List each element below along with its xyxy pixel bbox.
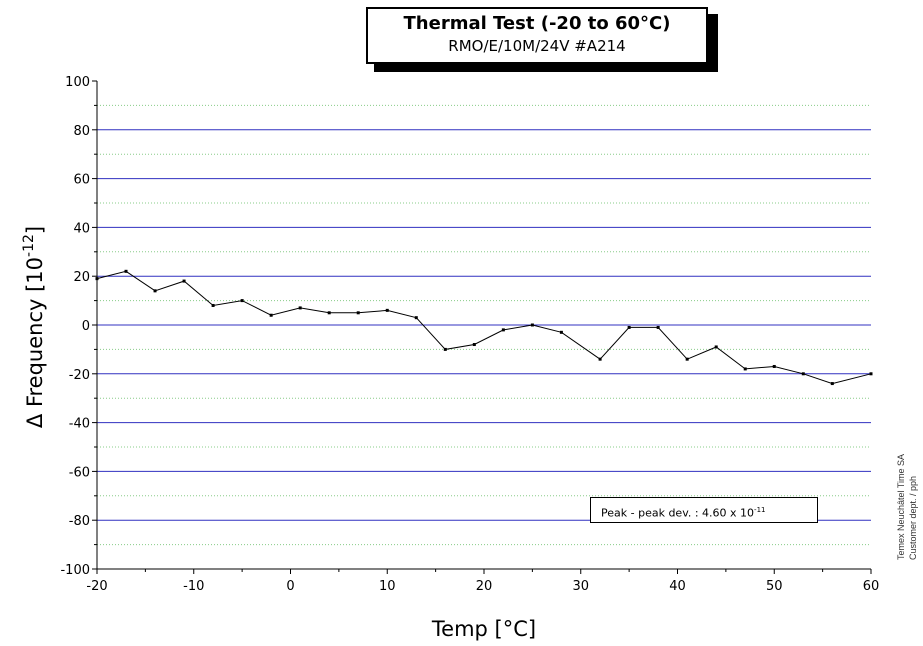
data-point: [414, 316, 418, 320]
grid-lines: [97, 104, 871, 546]
data-point: [124, 269, 128, 273]
data-series: [95, 269, 873, 386]
y-tick-label: -100: [60, 563, 90, 578]
data-point: [743, 367, 747, 371]
chart-title-box: Thermal Test (-20 to 60°C) RMO/E/10M/24V…: [366, 7, 708, 64]
data-point: [772, 364, 776, 368]
y-axis-title: Δ Frequency [10-12]: [21, 226, 47, 428]
data-point: [869, 372, 873, 376]
y-axis-title-prefix: Δ Frequency [10: [23, 257, 47, 428]
side-note-dept: Customer dept. / pph: [908, 476, 918, 560]
data-point: [830, 382, 834, 386]
y-tick-label: -40: [69, 417, 90, 432]
y-tick-label: -60: [69, 465, 90, 480]
data-point: [95, 277, 99, 281]
data-point: [598, 357, 602, 361]
data-point: [559, 330, 563, 334]
data-point: [298, 306, 302, 310]
data-point: [356, 311, 360, 315]
data-point: [182, 279, 186, 283]
data-point: [714, 345, 718, 349]
y-tick-label: -20: [69, 368, 90, 383]
chart-subtitle: RMO/E/10M/24V #A214: [448, 37, 626, 55]
data-point: [656, 325, 660, 329]
chart-title: Thermal Test (-20 to 60°C): [403, 13, 671, 34]
data-point: [240, 299, 244, 303]
data-point: [501, 328, 505, 332]
y-axis-title-suffix: ]: [23, 226, 47, 234]
y-axis-title-exponent: -12: [21, 234, 37, 257]
data-point: [269, 313, 273, 317]
data-point: [211, 303, 215, 307]
data-point: [627, 325, 631, 329]
series-line: [96, 270, 872, 385]
data-point: [443, 347, 447, 351]
x-tick-label: -10: [183, 579, 204, 594]
x-tick-label: 40: [669, 579, 686, 594]
x-tick-label: 20: [476, 579, 493, 594]
y-tick-label: 20: [73, 270, 90, 285]
x-axis-title: Temp [°C]: [431, 617, 536, 641]
x-tick-label: 60: [863, 579, 880, 594]
y-tick-label: 60: [73, 173, 90, 188]
y-tick-label: 100: [65, 75, 90, 90]
data-point: [385, 308, 389, 312]
annotation-text: Peak - peak dev. : 4.60 x 10: [601, 506, 755, 520]
data-point: [472, 343, 476, 347]
annotation-exponent: -11: [754, 506, 766, 514]
data-point: [327, 311, 331, 315]
x-tick-label: 30: [572, 579, 589, 594]
data-point: [801, 372, 805, 376]
y-tick-label: -80: [69, 514, 90, 529]
y-tick-label: 0: [82, 319, 90, 334]
side-note-company: Temex Neuchâtel Time SA: [896, 454, 906, 560]
data-point: [530, 323, 534, 327]
data-point: [153, 289, 157, 293]
x-tick-label: 0: [286, 579, 294, 594]
x-tick-label: 50: [766, 579, 783, 594]
peak-deviation-annotation: Peak - peak dev. : 4.60 x 10-11: [590, 497, 818, 523]
y-tick-label: 40: [73, 221, 90, 236]
y-tick-label: 80: [73, 124, 90, 139]
x-tick-label: 10: [379, 579, 396, 594]
data-point: [685, 357, 689, 361]
x-tick-label: -20: [86, 579, 107, 594]
